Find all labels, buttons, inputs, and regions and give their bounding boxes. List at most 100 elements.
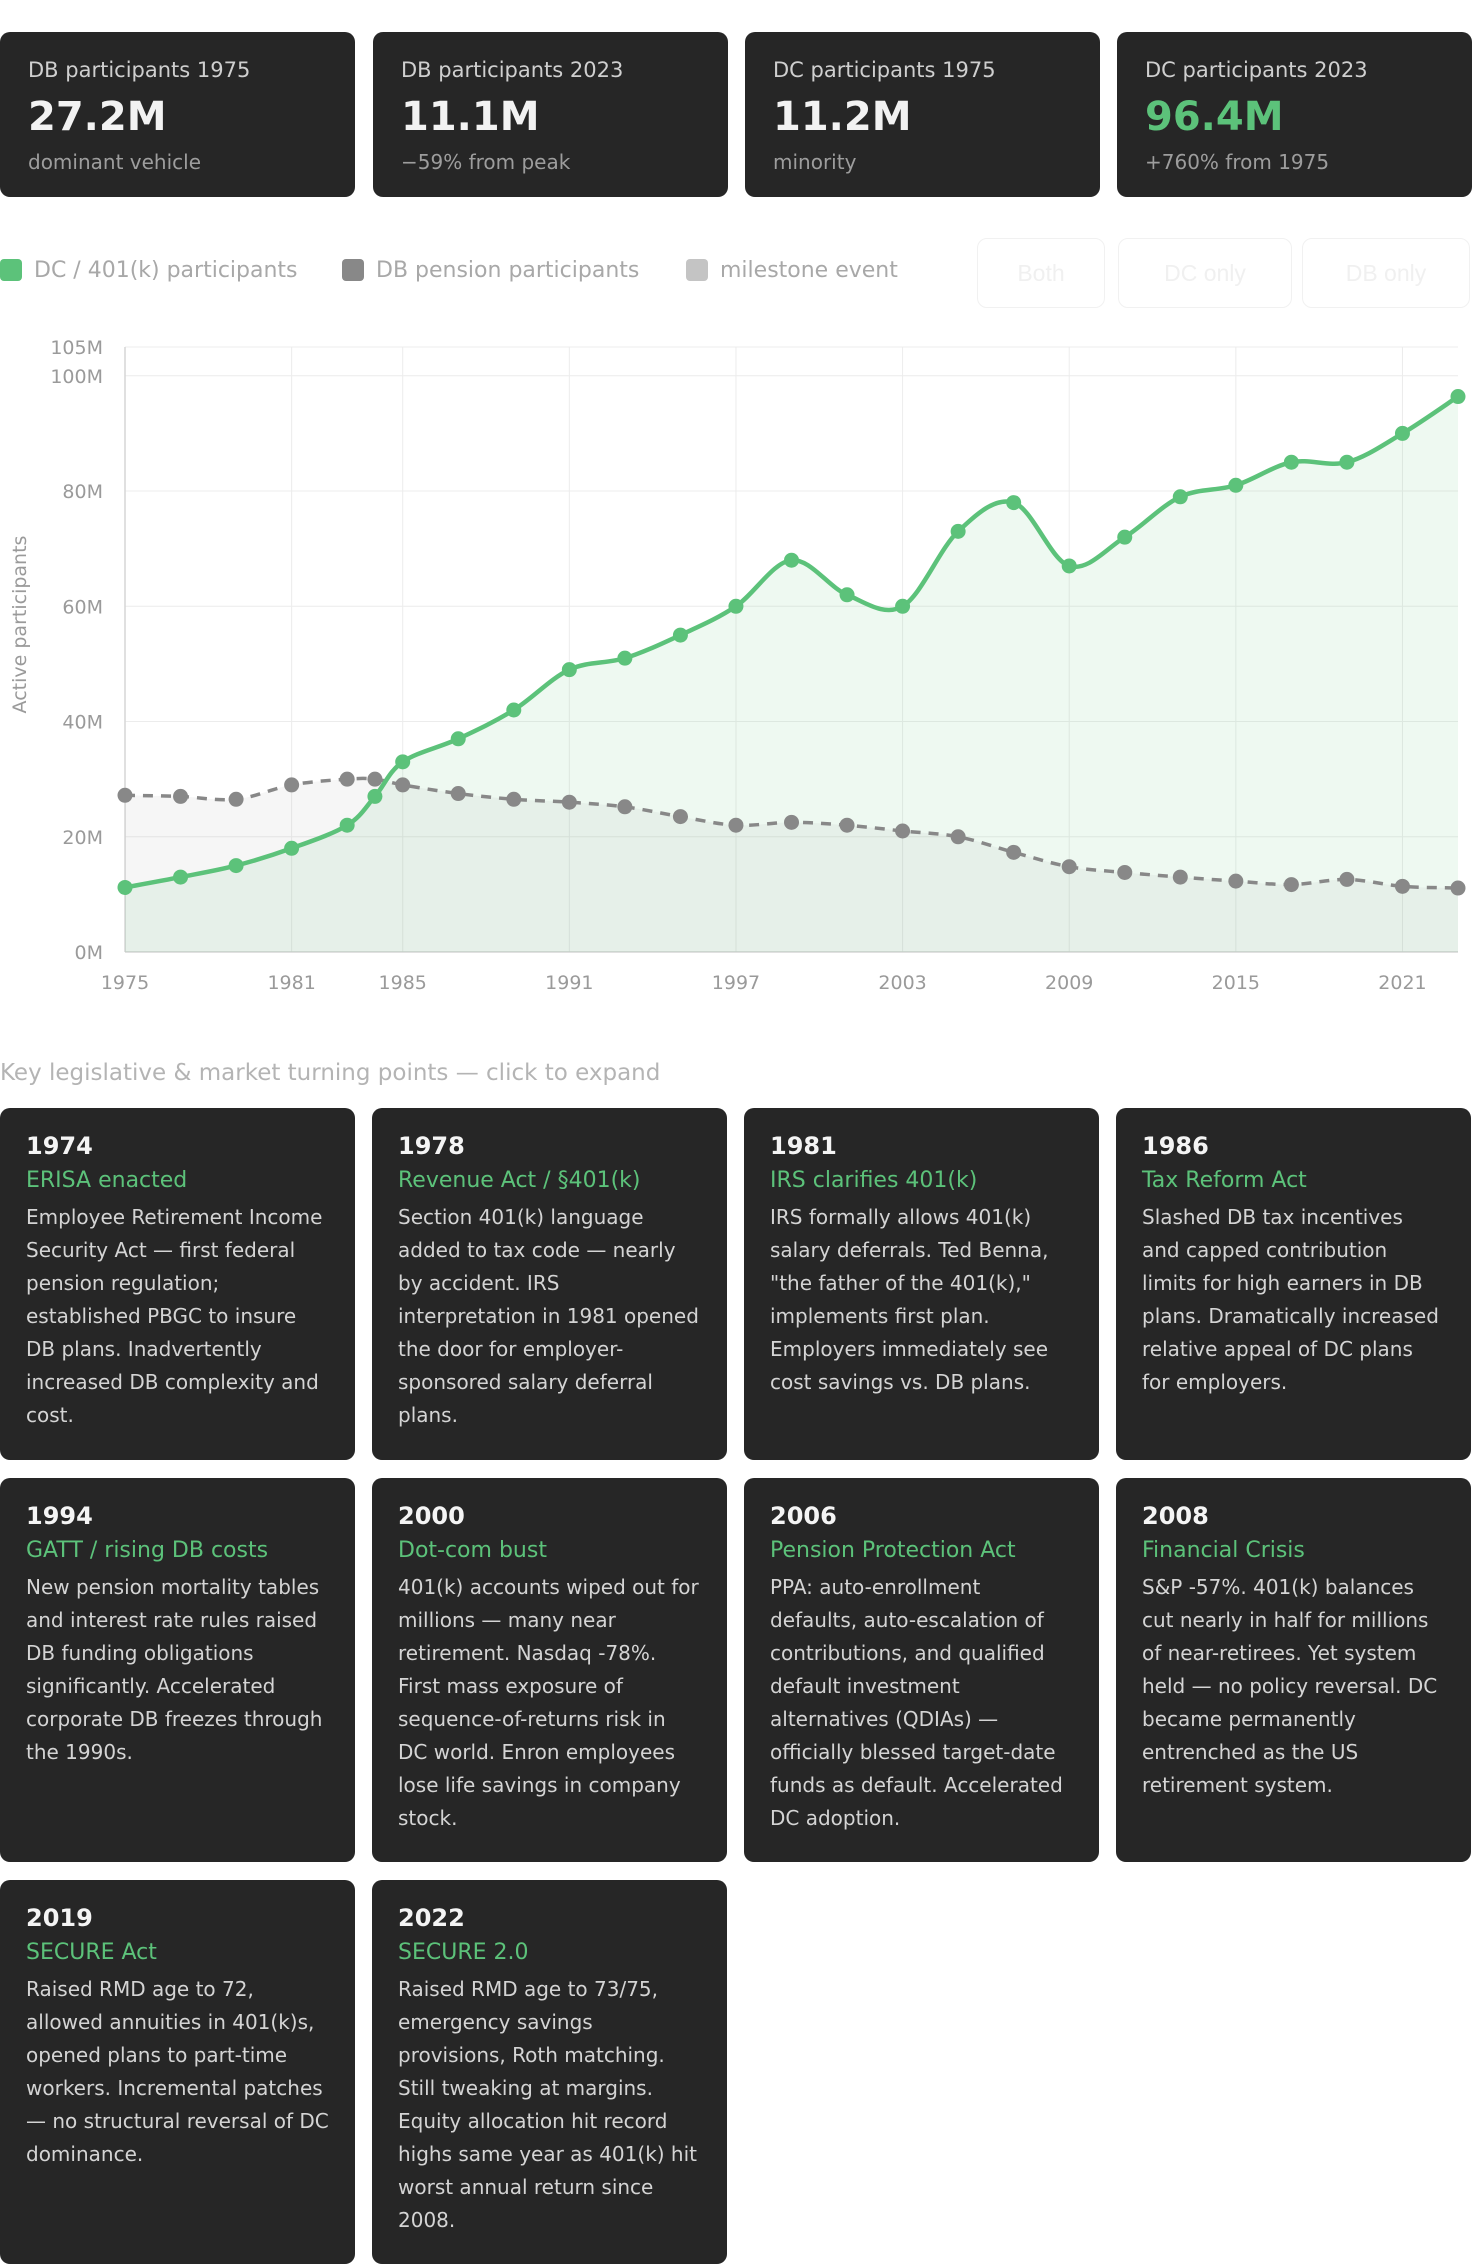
event-desc: Raised RMD age to 72, allowed annuities … [26,1977,329,2166]
dc-point [1228,477,1244,493]
event-desc: 401(k) accounts wiped out for millions —… [398,1575,699,1830]
event-card-2000[interactable]: 2000 Dot-com bust 401(k) accounts wiped … [372,1478,727,1862]
stat-value: 96.4M [1145,94,1284,140]
db-point [173,788,189,804]
dc-point [728,598,744,614]
stat-value: 11.2M [773,94,912,140]
db-point [1061,859,1077,875]
event-card-2006[interactable]: 2006 Pension Protection Act PPA: auto-en… [744,1478,1099,1862]
event-desc: New pension mortality tables and interes… [26,1575,323,1764]
event-year: 2000 [398,1502,465,1530]
y-axis-label: Active participants [9,536,31,714]
event-title: Tax Reform Act [1142,1168,1307,1193]
stat-label: DC participants 2023 [1145,58,1368,82]
db-point [839,817,855,833]
dc-point [1394,425,1410,441]
stat-cards: DB participants 1975 27.2M dominant vehi… [0,32,1472,197]
x-tick-label: 1975 [101,972,149,994]
stat-card-db-2023: DB participants 2023 11.1M −59% from pea… [373,32,728,197]
event-year: 1994 [26,1502,93,1530]
event-card-1974[interactable]: 1974 ERISA enacted Employee Retirement I… [0,1108,355,1460]
dc-point [367,788,383,804]
legend-swatch-dc [0,259,22,281]
dc-point [1117,529,1133,545]
filter-both-button[interactable]: Both [977,238,1105,308]
event-year: 1974 [26,1132,93,1160]
legend-item-dc: DC / 401(k) participants [0,250,298,290]
x-tick-label: 2009 [1045,972,1093,994]
event-card-1994[interactable]: 1994 GATT / rising DB costs New pension … [0,1478,355,1862]
legend-label: milestone event [720,257,898,283]
db-point [1172,869,1188,885]
legend-swatch-db [342,259,364,281]
y-tick-label: 20M [62,827,103,849]
participants-line-chart: 0M 20M 40M 60M 80M 100M 105M 1975 1981 1985 1991 19… [9,337,1466,994]
dc-point [228,858,244,874]
dc-point [1172,489,1188,505]
db-point [506,791,522,807]
dc-point [117,879,133,895]
dc-point [561,662,577,678]
db-point [728,817,744,833]
dc-point [1283,454,1299,470]
event-year: 1986 [1142,1132,1209,1160]
filter-dc-only-button[interactable]: DC only [1118,238,1292,308]
db-point [1339,871,1355,887]
dc-point [506,702,522,718]
y-tick-label: 105M [50,337,103,359]
dc-point [950,523,966,539]
event-desc: PPA: auto-enrollment defaults, auto-esca… [770,1575,1063,1830]
stat-label: DC participants 1975 [773,58,996,82]
x-tick-label: 2015 [1212,972,1260,994]
stat-value: 27.2M [28,94,167,140]
dc-point [839,587,855,603]
event-card-2022[interactable]: 2022 SECURE 2.0 Raised RMD age to 73/75,… [372,1880,727,2264]
event-year: 2019 [26,1904,93,1932]
event-card-2008[interactable]: 2008 Financial Crisis S&P -57%. 401(k) b… [1116,1478,1471,1862]
stat-label: DB participants 1975 [28,58,251,82]
event-title: SECURE 2.0 [398,1940,529,1965]
event-year: 1981 [770,1132,837,1160]
filter-db-only-button[interactable]: DB only [1302,238,1470,308]
db-point [228,791,244,807]
legend-label: DC / 401(k) participants [34,257,298,283]
dc-point [672,627,688,643]
event-desc: IRS formally allows 401(k) salary deferr… [770,1205,1049,1394]
event-card-1978[interactable]: 1978 Revenue Act / §401(k) Section 401(k… [372,1108,727,1460]
dc-point [1339,454,1355,470]
db-point [672,809,688,825]
db-point [395,777,411,793]
event-title: Dot-com bust [398,1538,547,1563]
y-tick-label: 80M [62,481,103,503]
x-tick-label: 1981 [267,972,315,994]
db-point [1117,864,1133,880]
db-point [895,823,911,839]
db-point [450,786,466,802]
stat-card-db-1975: DB participants 1975 27.2M dominant vehi… [0,32,355,197]
event-year: 2006 [770,1502,837,1530]
event-card-1981[interactable]: 1981 IRS clarifies 401(k) IRS formally a… [744,1108,1099,1460]
event-title: ERISA enacted [26,1168,188,1193]
event-card-1986[interactable]: 1986 Tax Reform Act Slashed DB tax incen… [1116,1108,1471,1460]
event-desc: Employee Retirement Income Security Act … [26,1205,323,1427]
db-point [1228,873,1244,889]
db-point [339,771,355,787]
db-point [1283,877,1299,893]
db-area [125,778,1458,952]
stat-value: 11.1M [401,94,540,140]
dc-point [284,840,300,856]
db-point [1394,878,1410,894]
event-year: 1978 [398,1132,465,1160]
event-card-2019[interactable]: 2019 SECURE Act Raised RMD age to 72, al… [0,1880,355,2264]
legend-item-milestone: milestone event [686,250,898,290]
db-point [284,777,300,793]
event-desc: S&P -57%. 401(k) balances cut nearly in … [1142,1575,1438,1797]
x-tick-label: 2021 [1378,972,1426,994]
event-title: SECURE Act [26,1940,157,1965]
dc-point [395,754,411,770]
dc-point [1006,495,1022,511]
db-point [617,799,633,815]
dc-point [1450,389,1466,405]
section-title: Key legislative & market turning points … [0,1060,661,1086]
dc-point [1061,558,1077,574]
